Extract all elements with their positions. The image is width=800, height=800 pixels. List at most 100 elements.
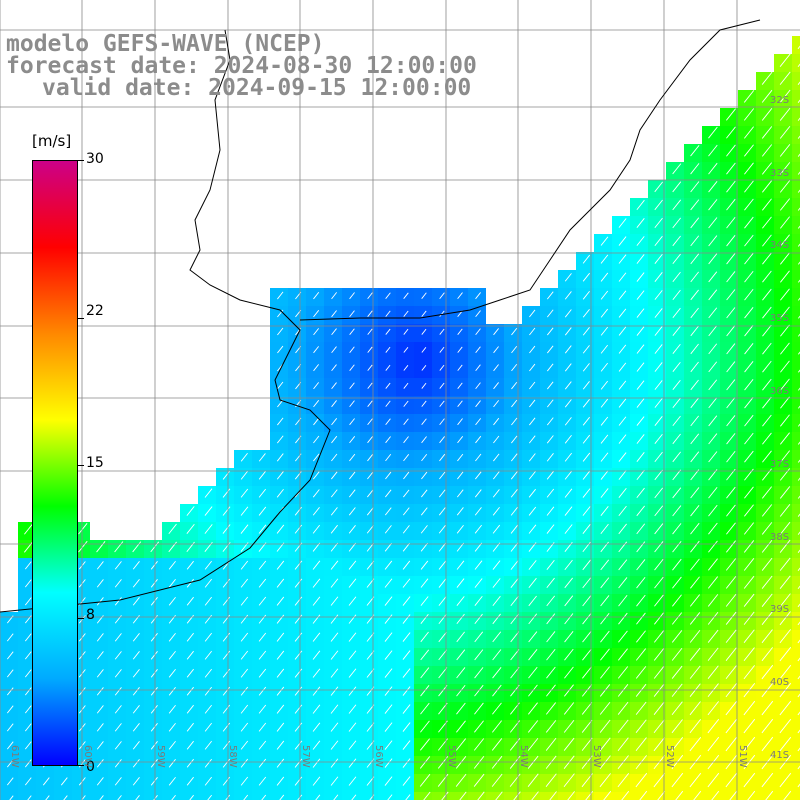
- wind-arrow: [636, 218, 645, 228]
- wind-arrow: [150, 633, 158, 642]
- wind-arrow: [707, 611, 719, 625]
- wind-arrow: [330, 524, 338, 534]
- wind-arrow: [654, 523, 664, 535]
- wind-arrow: [405, 794, 411, 800]
- wind-arrow: [474, 578, 483, 588]
- wind-arrow: [331, 310, 337, 318]
- wind-arrow: [546, 309, 554, 318]
- wind-arrow: [708, 126, 718, 139]
- wind-arrow: [672, 325, 681, 336]
- wind-arrow: [653, 630, 665, 643]
- wind-arrow: [492, 471, 500, 480]
- wind-arrow: [779, 198, 791, 211]
- wind-arrow: [132, 741, 140, 750]
- wind-speed-cell: [792, 216, 800, 234]
- wind-arrow: [618, 380, 627, 390]
- wind-arrow: [672, 558, 682, 571]
- wind-arrow: [24, 579, 32, 588]
- wind-arrow: [402, 542, 410, 552]
- wind-arrow: [294, 578, 303, 588]
- wind-arrow: [672, 523, 682, 535]
- wind-arrow: [330, 578, 339, 588]
- wind-arrow: [618, 362, 627, 372]
- wind-arrow: [276, 471, 284, 480]
- wind-arrow: [474, 524, 482, 534]
- wind-arrow: [636, 487, 645, 499]
- wind-arrow: [762, 432, 772, 445]
- wind-arrow: [168, 776, 176, 786]
- wind-arrow: [387, 794, 393, 800]
- wind-arrow: [708, 522, 718, 535]
- wind-arrow: [384, 542, 392, 552]
- wind-arrow: [331, 292, 338, 300]
- wind-arrow: [132, 541, 142, 553]
- wind-arrow: [367, 400, 373, 407]
- wind-arrow: [132, 579, 140, 588]
- wind-arrow: [63, 795, 68, 800]
- lon-label-54w: 54W: [518, 745, 529, 768]
- wind-arrow: [276, 722, 285, 732]
- wind-arrow: [654, 362, 663, 372]
- wind-arrow: [527, 773, 539, 787]
- wind-arrow: [420, 525, 428, 534]
- wind-arrow: [168, 650, 176, 660]
- lon-label-51w: 51W: [737, 745, 748, 768]
- wind-arrow: [743, 700, 756, 716]
- wind-arrow: [474, 649, 484, 661]
- wind-arrow: [779, 718, 792, 734]
- wind-arrow: [582, 470, 591, 480]
- wind-arrow: [621, 790, 630, 800]
- wind-arrow: [636, 612, 646, 625]
- wind-arrow: [330, 471, 338, 480]
- wind-arrow: [599, 666, 610, 679]
- wind-arrow: [313, 382, 320, 390]
- wind-arrow: [672, 361, 681, 372]
- wind-arrow: [527, 720, 539, 733]
- wind-arrow: [708, 289, 718, 301]
- wind-arrow: [294, 740, 303, 750]
- wind-arrow: [761, 700, 774, 716]
- wind-arrow: [708, 361, 718, 373]
- wind-arrow: [294, 632, 303, 642]
- wind-arrow: [636, 452, 645, 462]
- wind-speed-cell: [792, 360, 800, 378]
- wind-arrow: [456, 489, 464, 498]
- wind-arrow: [385, 418, 391, 426]
- wind-arrow: [150, 687, 158, 696]
- wind-arrow: [456, 507, 464, 516]
- wind-arrow: [240, 506, 249, 516]
- wind-arrow: [150, 723, 158, 732]
- wind-arrow: [222, 740, 231, 750]
- wind-arrow: [367, 328, 373, 335]
- wind-arrow: [636, 577, 646, 589]
- wind-arrow: [276, 453, 284, 462]
- wind-arrow: [779, 144, 791, 157]
- wind-arrow: [331, 382, 337, 390]
- wind-arrow: [600, 612, 610, 625]
- wind-arrow: [330, 758, 339, 768]
- wind-arrow: [456, 560, 465, 570]
- wind-arrow: [690, 163, 700, 175]
- wind-arrow: [459, 791, 467, 800]
- wind-arrow: [765, 790, 774, 800]
- forecast-date: forecast date: 2024-08-30 12:00:00: [6, 53, 477, 79]
- lat-label-37s: 37S: [770, 459, 790, 470]
- wind-arrow: [618, 577, 628, 589]
- wind-arrow: [402, 722, 411, 732]
- wind-arrow: [258, 453, 266, 462]
- wind-arrow: [348, 560, 357, 570]
- wind-arrow: [421, 382, 427, 389]
- wind-speed-cell: [792, 504, 800, 522]
- wind-arrow: [132, 633, 140, 642]
- wind-arrow: [204, 524, 213, 534]
- wind-arrow: [438, 525, 446, 534]
- wind-arrow: [6, 687, 14, 696]
- wind-arrow: [312, 704, 321, 714]
- wind-arrow: [474, 595, 483, 606]
- wind-arrow: [439, 310, 445, 317]
- wind-arrow: [527, 737, 539, 751]
- wind-arrow: [762, 396, 772, 409]
- wind-arrow: [6, 759, 14, 768]
- wind-arrow: [349, 346, 355, 353]
- wind-arrow: [635, 701, 647, 715]
